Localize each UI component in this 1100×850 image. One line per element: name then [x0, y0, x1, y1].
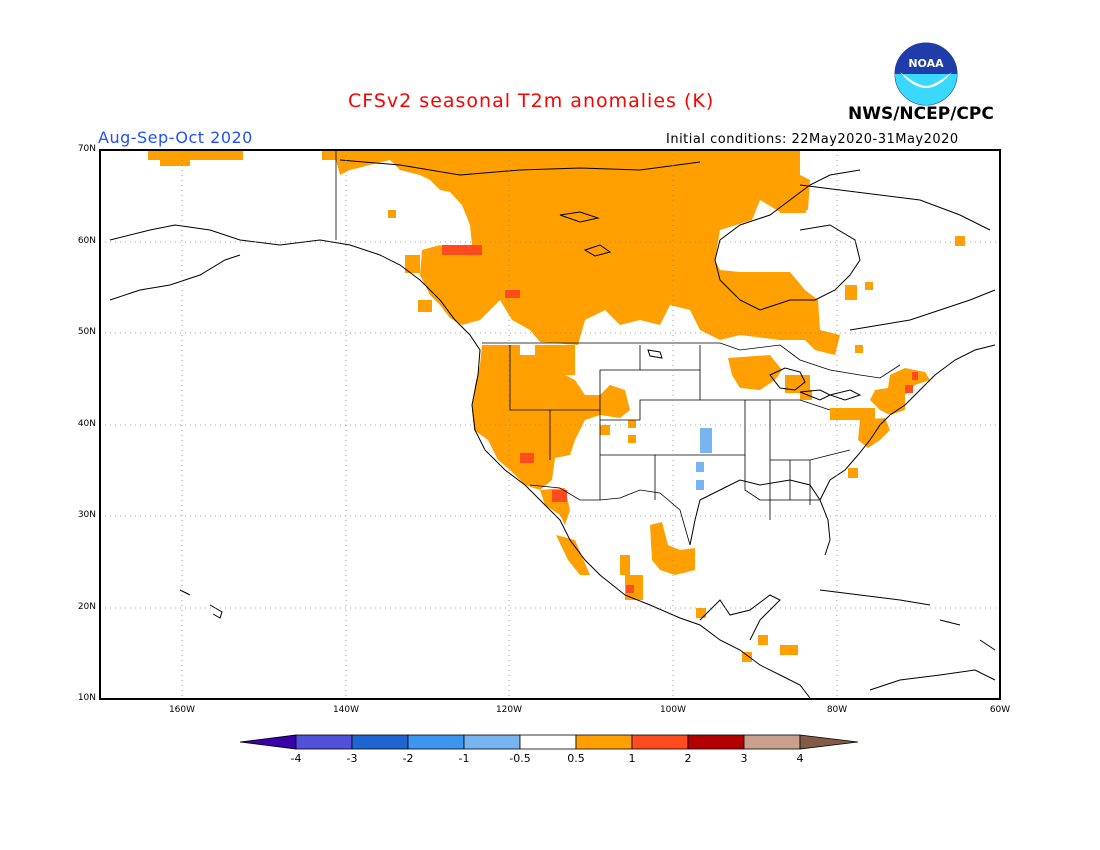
lon-label-60w: 60W — [989, 705, 1011, 715]
cool-anomaly-0.5-1-regions — [696, 428, 712, 490]
graticule — [100, 150, 1000, 699]
warm-anomaly-1-2-regions — [442, 245, 918, 593]
lakes — [559, 211, 862, 401]
colorbar-label: -3 — [346, 752, 358, 765]
lat-label-10n: 10N — [77, 693, 96, 703]
lat-label-70n: 70N — [77, 144, 96, 154]
lat-label-30n: 30N — [77, 510, 96, 520]
lon-label-100w: 100W — [659, 705, 687, 715]
colorbar-arrow-high — [799, 734, 859, 750]
map-frame — [99, 149, 1001, 700]
colorbar-label: -0.5 — [509, 752, 531, 765]
noaa-logo: NOAA — [894, 42, 958, 106]
lon-label-80w: 80W — [826, 705, 848, 715]
lat-label-60n: 60N — [77, 236, 96, 246]
lat-label-50n: 50N — [77, 327, 96, 337]
colorbar-swatch-5 — [519, 734, 577, 750]
colorbar-label: 1 — [628, 752, 636, 765]
colorbar-label: -4 — [290, 752, 302, 765]
lat-label-20n: 20N — [77, 602, 96, 612]
noaa-logo-text: NOAA — [908, 57, 944, 70]
colorbar-label: 3 — [740, 752, 748, 765]
initial-conditions-label: Initial conditions: 22May2020-31May2020 — [666, 132, 959, 147]
organization-label: NWS/NCEP/CPC — [848, 104, 994, 124]
colorbar-swatch-1 — [295, 734, 353, 750]
warm-anomaly-0.5-1-regions — [148, 150, 965, 662]
colorbar-swatch-7 — [631, 734, 689, 750]
colorbar-label: 0.5 — [567, 752, 585, 765]
colorbar-swatch-8 — [687, 734, 745, 750]
colorbar-swatch-6 — [575, 734, 633, 750]
colorbar-label: -1 — [458, 752, 470, 765]
season-label: Aug-Sep-Oct 2020 — [98, 128, 253, 147]
political-borders — [335, 150, 901, 546]
colorbar-swatch-2 — [351, 734, 409, 750]
colorbar-label: 4 — [796, 752, 804, 765]
map-title: CFSv2 seasonal T2m anomalies (K) — [348, 90, 715, 112]
colorbar-label: 2 — [684, 752, 692, 765]
colorbar-swatch-4 — [463, 734, 521, 750]
lon-label-120w: 120W — [495, 705, 523, 715]
colorbar-arrow-low — [239, 734, 297, 750]
lon-label-160w: 160W — [168, 705, 196, 715]
colorbar-label: -2 — [402, 752, 414, 765]
lat-label-40n: 40N — [77, 419, 96, 429]
colorbar-swatch-9 — [743, 734, 801, 750]
colorbar-swatch-3 — [407, 734, 465, 750]
lon-label-140w: 140W — [332, 705, 360, 715]
coastlines — [109, 159, 996, 699]
